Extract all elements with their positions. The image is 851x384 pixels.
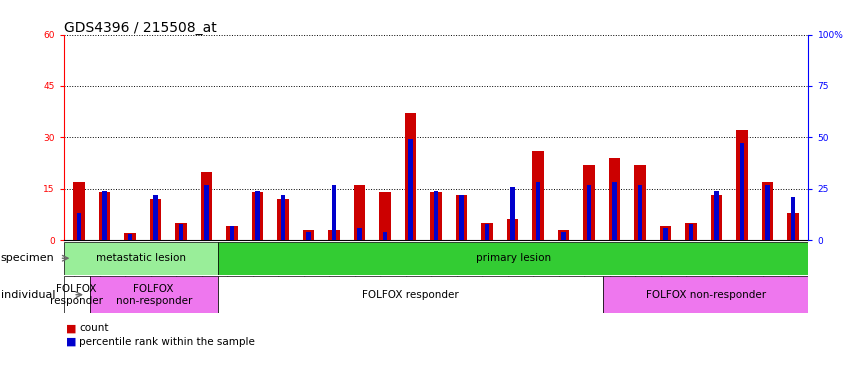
Text: metastatic lesion: metastatic lesion <box>96 253 186 263</box>
Bar <box>303 230 314 240</box>
Bar <box>179 223 184 240</box>
Text: ■: ■ <box>66 337 77 347</box>
Bar <box>613 182 617 240</box>
Text: FOLFOX
responder: FOLFOX responder <box>50 284 103 306</box>
Bar <box>124 233 136 240</box>
Bar <box>99 192 111 240</box>
Bar <box>663 228 668 240</box>
Bar <box>736 131 748 240</box>
Bar <box>77 213 82 240</box>
Bar <box>603 276 808 313</box>
Bar <box>201 172 213 240</box>
Bar <box>128 234 133 240</box>
Bar <box>711 195 722 240</box>
Bar <box>204 185 209 240</box>
Bar <box>281 195 285 240</box>
Bar <box>380 192 391 240</box>
Bar <box>431 192 442 240</box>
Bar <box>511 187 515 240</box>
Bar <box>765 185 770 240</box>
Bar <box>456 195 467 240</box>
Bar <box>638 185 643 240</box>
Bar <box>102 191 107 240</box>
Bar <box>714 191 719 240</box>
Text: percentile rank within the sample: percentile rank within the sample <box>79 337 255 347</box>
Bar <box>328 230 340 240</box>
Bar <box>89 276 218 313</box>
Text: FOLFOX
non-responder: FOLFOX non-responder <box>116 284 191 306</box>
Text: FOLFOX responder: FOLFOX responder <box>362 290 459 300</box>
Bar <box>584 165 595 240</box>
Bar <box>218 276 603 313</box>
Bar <box>277 199 288 240</box>
Text: GDS4396 / 215508_at: GDS4396 / 215508_at <box>64 21 216 35</box>
Bar <box>533 151 544 240</box>
Bar <box>562 232 566 240</box>
Bar <box>357 228 362 240</box>
Bar <box>64 276 89 313</box>
Bar <box>153 195 158 240</box>
Bar <box>460 195 464 240</box>
Bar <box>536 182 540 240</box>
Bar <box>660 226 671 240</box>
Bar <box>408 139 413 240</box>
Bar <box>791 197 796 240</box>
Text: FOLFOX non-responder: FOLFOX non-responder <box>646 290 766 300</box>
Bar <box>226 226 238 240</box>
Bar <box>405 113 416 240</box>
Bar <box>255 191 260 240</box>
Bar <box>609 158 620 240</box>
Text: individual: individual <box>1 290 55 300</box>
Bar <box>354 185 365 240</box>
Bar <box>150 199 162 240</box>
Bar <box>73 182 85 240</box>
Bar <box>306 232 311 240</box>
Bar <box>252 192 263 240</box>
Bar <box>507 220 518 240</box>
Text: specimen: specimen <box>1 253 54 263</box>
Bar <box>587 185 591 240</box>
Bar <box>218 242 808 275</box>
Bar <box>740 144 745 240</box>
Bar <box>685 223 697 240</box>
Bar <box>383 232 387 240</box>
Bar <box>64 242 218 275</box>
Bar <box>787 213 799 240</box>
Text: ■: ■ <box>66 323 77 333</box>
Bar <box>634 165 646 240</box>
Bar <box>485 223 489 240</box>
Bar <box>230 226 234 240</box>
Bar <box>558 230 569 240</box>
Bar <box>434 191 438 240</box>
Bar <box>482 223 493 240</box>
Bar <box>175 223 187 240</box>
Bar <box>762 182 774 240</box>
Text: count: count <box>79 323 109 333</box>
Text: primary lesion: primary lesion <box>476 253 551 263</box>
Bar <box>332 185 336 240</box>
Bar <box>688 223 694 240</box>
